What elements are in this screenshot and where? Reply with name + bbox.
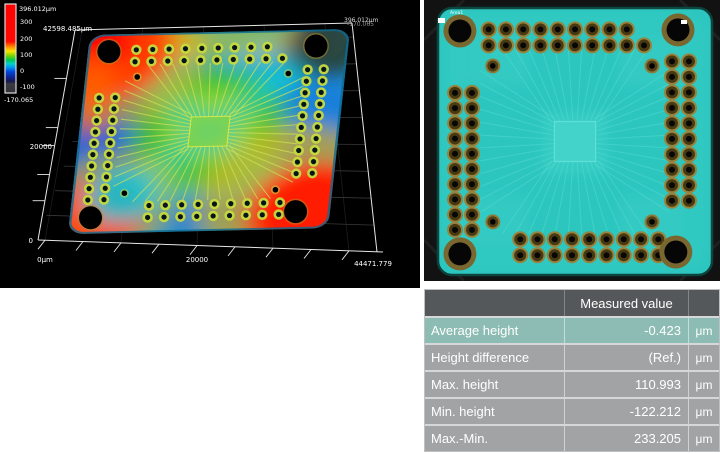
- row-label: Average height: [431, 323, 519, 338]
- colorbar-tick: 0: [20, 67, 24, 75]
- x-width-label: 42598.485μm: [43, 25, 92, 33]
- row-unit: μm: [688, 399, 719, 424]
- row-label: Max.-Min.: [431, 431, 489, 446]
- header-label-cell: [425, 290, 564, 316]
- z-min-label: -170.065: [347, 21, 374, 28]
- colorbar-tick: 200: [20, 35, 32, 43]
- table-row-average-height[interactable]: Average height -0.423 μm: [425, 318, 719, 343]
- measurement-table: Measured value Average height -0.423 μm …: [424, 289, 720, 452]
- row-label: Min. height: [431, 404, 495, 419]
- row-label: Height difference: [431, 350, 530, 365]
- z-max-label: 396.012μm: [344, 17, 379, 24]
- row-label: Max. height: [431, 377, 499, 392]
- row-unit: μm: [688, 318, 719, 343]
- row-unit: μm: [688, 426, 719, 451]
- table-row-height-difference[interactable]: Height difference (Ref.) μm: [425, 345, 719, 370]
- row-value: 110.993: [564, 372, 688, 397]
- pcb-2d-pads: [443, 13, 697, 271]
- table-row-min-height[interactable]: Min. height -122.212 μm: [425, 399, 719, 424]
- table-row-max-height[interactable]: Max. height 110.993 μm: [425, 372, 719, 397]
- colorbar-tick: 100: [20, 51, 32, 59]
- header-measured-value: Measured value: [564, 290, 688, 316]
- table-header-row: Measured value: [425, 290, 719, 316]
- area-marker-left: [438, 18, 445, 23]
- header-unit-cell: [688, 290, 719, 316]
- row-unit: μm: [688, 345, 719, 370]
- x-axis-origin-label: 0μm: [37, 256, 53, 264]
- table-row-max-minus-min[interactable]: Max.-Min. 233.205 μm: [425, 426, 719, 451]
- row-value: -122.212: [564, 399, 688, 424]
- y-axis-tick-label: 20000: [30, 143, 52, 151]
- area-marker-right: [681, 20, 687, 24]
- height-map-3d-panel: 42598.485μm 396.012μm -170.065 20000 0 0…: [0, 0, 420, 288]
- row-value: (Ref.): [564, 345, 688, 370]
- x-axis-mid-label: 20000: [186, 256, 208, 264]
- y-axis-origin-label: 0: [29, 237, 33, 245]
- height-map-3d-svg: 42598.485μm 396.012μm -170.065 20000 0 0…: [4, 3, 392, 268]
- 3d-axes: [32, 22, 384, 261]
- row-value: 233.205: [564, 426, 688, 451]
- area-label: Area1: [450, 10, 463, 16]
- row-value: -0.423: [564, 318, 688, 343]
- colorbar-tick: 300: [20, 18, 32, 26]
- height-colorbar: 396.012μm 300 200 100 0 -100 -170.065: [4, 3, 56, 104]
- x-axis-max-label: 44471.779: [354, 260, 392, 268]
- colorbar-max-label: 396.012μm: [19, 5, 56, 13]
- pcb-3d-pads: [77, 33, 329, 231]
- pcb-2d-svg: Area1: [424, 0, 720, 281]
- row-unit: μm: [688, 372, 719, 397]
- pcb-2d-panel: Area1: [424, 0, 720, 281]
- colorbar-min-label: -170.065: [4, 96, 33, 104]
- colorbar-tick: -100: [20, 83, 35, 91]
